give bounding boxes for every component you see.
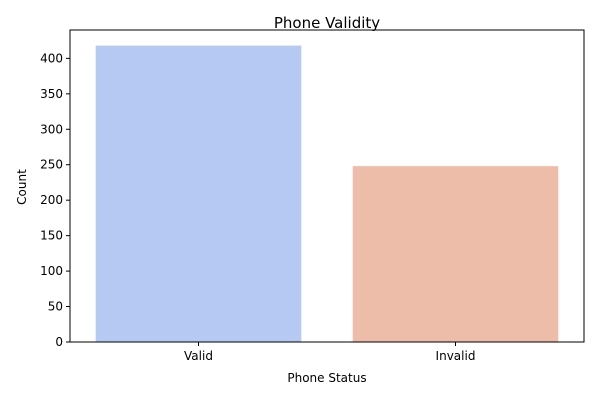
y-tick-label: 400 bbox=[40, 51, 63, 65]
x-tick-label: Invalid bbox=[436, 349, 476, 363]
chart-title: Phone Validity bbox=[274, 14, 380, 32]
x-tick-label: Valid bbox=[184, 349, 213, 363]
axes-frame bbox=[69, 29, 585, 343]
y-axis-label: Count bbox=[15, 169, 29, 205]
x-axis-label: Phone Status bbox=[287, 371, 366, 385]
y-tick-label: 350 bbox=[40, 87, 63, 101]
y-tick-label: 100 bbox=[40, 264, 63, 278]
bar-valid bbox=[95, 45, 302, 342]
bar-invalid bbox=[352, 166, 559, 342]
y-tick-label: 300 bbox=[40, 122, 63, 136]
y-tick-label: 50 bbox=[48, 300, 63, 314]
y-tick-label: 0 bbox=[55, 335, 63, 349]
y-tick-label: 200 bbox=[40, 193, 63, 207]
y-tick-label: 250 bbox=[40, 158, 63, 172]
y-tick-label: 150 bbox=[40, 229, 63, 243]
plot-area: Valid Invalid 0 50 100 150 200 250 300 350 400 bbox=[40, 29, 585, 363]
